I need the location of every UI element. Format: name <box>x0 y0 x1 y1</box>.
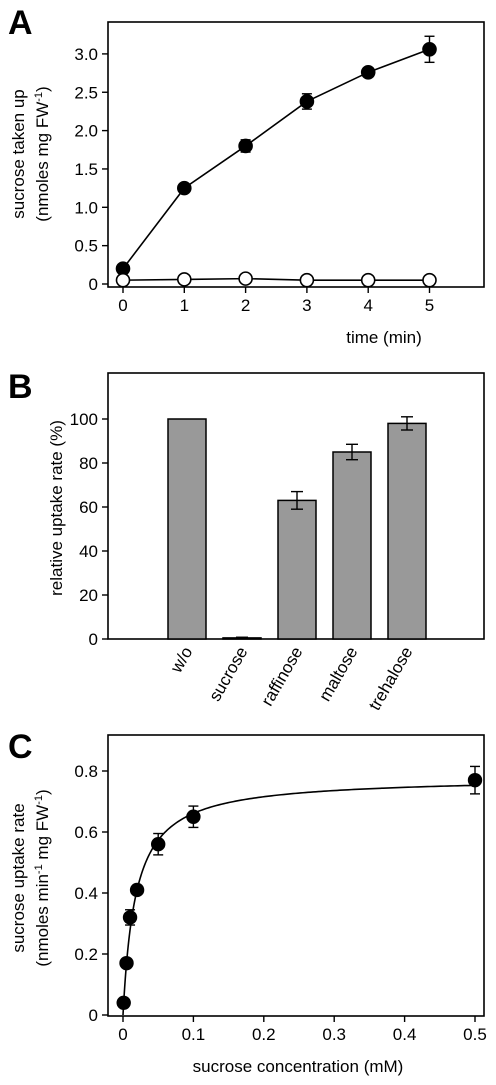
x-tick-label-a: 3 <box>302 296 311 315</box>
y-tick-label-c: 0.2 <box>74 945 98 964</box>
data-point-open-a <box>299 272 315 288</box>
x-tick-label-a: 0 <box>118 296 127 315</box>
bar-raffinose <box>277 499 317 640</box>
x-tick-label-c: 0.1 <box>182 1025 206 1044</box>
y-tick-label-b: 80 <box>79 454 98 473</box>
x-axis-label-a: time (min) <box>346 328 422 347</box>
data-point-open-a <box>360 272 376 288</box>
x-tick-label-a: 2 <box>241 296 250 315</box>
chart-c: 0 0.1 0.2 0.3 0.4 0.5 0 0.2 0.4 0.6 0.8 sucrose co… <box>9 734 487 1076</box>
data-point-open-a <box>238 271 253 286</box>
category-label-b: raffinose <box>258 644 307 710</box>
category-label-b: w/o <box>166 644 196 677</box>
y-tick-label-b: 100 <box>70 410 98 429</box>
y-axis-label-a-line2: (nmoles mg FW-1) <box>33 86 52 221</box>
y-tick-label-a: 2.5 <box>74 83 98 102</box>
y-tick-label-b: 0 <box>89 630 98 649</box>
x-tick-label-a: 4 <box>363 296 372 315</box>
chart-b: 0 20 40 60 80 100 w/o sucrose raffinose maltose t… <box>47 372 485 714</box>
data-point-c <box>116 995 131 1010</box>
data-point-open-a <box>422 272 437 288</box>
y-tick-label-b: 40 <box>79 542 98 561</box>
y-tick-label-b: 60 <box>79 498 98 517</box>
data-point-c <box>186 809 201 824</box>
y-axis-label-c-line2: (nmoles min-1 mg FW-1) <box>33 789 52 966</box>
x-tick-label-c: 0.5 <box>463 1025 487 1044</box>
data-point-c <box>122 910 138 925</box>
data-point-filled-a <box>238 138 253 154</box>
bar-trehalose <box>387 422 427 640</box>
data-point-filled-a <box>299 94 315 109</box>
fit-curve-c <box>122 784 476 1016</box>
series-line-a-1 <box>122 277 430 281</box>
x-tick-label-c: 0.2 <box>252 1025 276 1044</box>
y-tick-label-c: 0 <box>89 1006 98 1025</box>
y-tick-label-a: 1.0 <box>74 198 98 217</box>
data-point-open-a <box>115 272 131 288</box>
plot-frame-a <box>107 21 485 288</box>
data-point-filled-a <box>177 180 192 196</box>
panel-label-a: A <box>8 4 33 42</box>
category-label-b: sucrose <box>205 644 251 705</box>
y-tick-label-b: 20 <box>79 586 98 605</box>
data-point-open-a <box>177 272 192 287</box>
y-tick-label-a: 1.5 <box>74 160 98 179</box>
y-tick-label-c: 0.4 <box>74 884 98 903</box>
chart-a: 0 1 2 3 4 5 0 0.5 1.0 1.5 2.0 2.5 3.0 time (min) suc… <box>9 21 485 347</box>
y-tick-label-c: 0.8 <box>74 762 98 781</box>
x-tick-label-a: 5 <box>425 296 434 315</box>
y-tick-label-a: 0.5 <box>74 237 98 256</box>
y-axis-label-b: relative uptake rate (%) <box>47 420 66 596</box>
x-tick-label-c: 0.4 <box>393 1025 417 1044</box>
panel-label-b: B <box>8 368 33 406</box>
y-axis-label-c-line1: sucrose uptake rate <box>9 803 28 952</box>
bar-maltose <box>332 451 372 640</box>
x-axis-label-c: sucrose concentration (mM) <box>193 1057 404 1076</box>
data-point-filled-a <box>422 41 437 57</box>
y-tick-label-a: 2.0 <box>74 122 98 141</box>
x-tick-label-c: 0 <box>118 1025 127 1044</box>
category-label-b: trehalose <box>365 644 416 714</box>
data-point-c <box>467 772 483 788</box>
x-tick-label-c: 0.3 <box>322 1025 346 1044</box>
category-label-b: maltose <box>315 644 361 705</box>
y-axis-label-a-line1: sucrose taken up <box>9 89 28 218</box>
data-point-filled-a <box>360 65 376 80</box>
y-tick-label-c: 0.6 <box>74 823 98 842</box>
y-tick-label-a: 3.0 <box>74 45 98 64</box>
data-point-c <box>119 955 134 971</box>
x-tick-label-a: 1 <box>180 296 189 315</box>
data-point-c <box>150 837 166 852</box>
series-line-a-0 <box>122 48 430 270</box>
data-point-c <box>129 882 145 898</box>
bar-w/o <box>167 418 207 640</box>
y-tick-label-a: 0 <box>89 275 98 294</box>
panel-label-c: C <box>8 728 33 766</box>
plot-frame-c <box>107 734 485 1017</box>
